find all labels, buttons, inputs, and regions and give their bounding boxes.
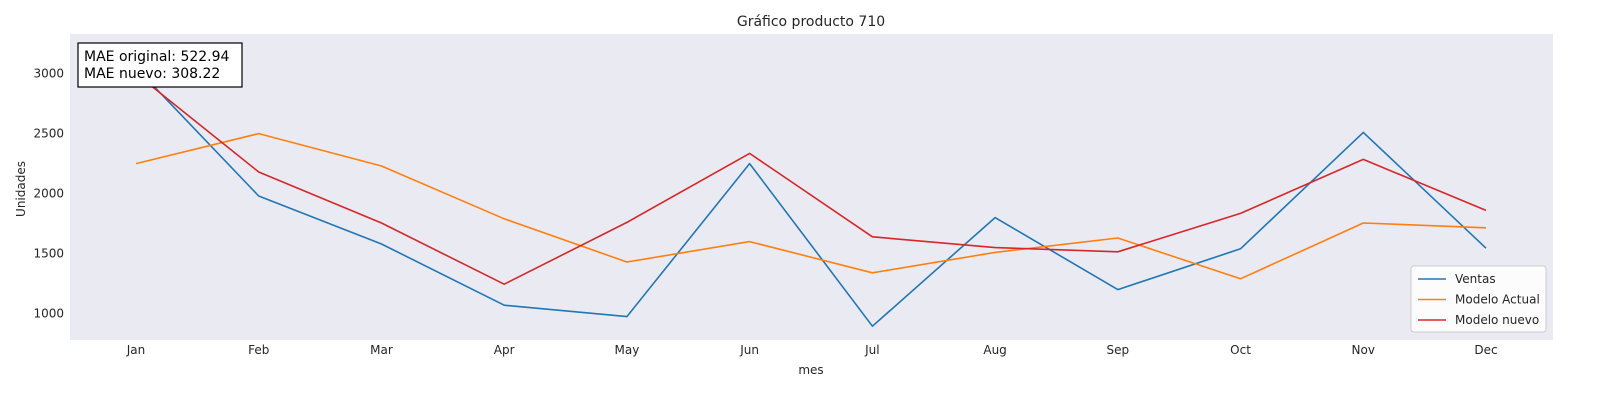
series-line-modelo-nuevo [135, 72, 1487, 286]
x-tick-label: Nov [1352, 343, 1375, 357]
x-tick-label: Dec [1474, 343, 1497, 357]
series-lines [135, 67, 1487, 328]
series-line-ventas [135, 67, 1487, 328]
legend-box [1410, 265, 1547, 333]
legend: Ventas Modelo Actual Modelo nuevo [1410, 265, 1547, 333]
x-tick-label: Oct [1230, 343, 1251, 357]
plot-area [70, 34, 1553, 340]
x-tick-label: Apr [494, 343, 515, 357]
x-tick-label: May [615, 343, 640, 357]
y-tick-label: 1000 [33, 307, 64, 321]
mae-nuevo-label: MAE nuevo: 308.22 [84, 66, 220, 82]
x-axis-title: mes [798, 363, 823, 377]
x-tick-label: Jun [739, 343, 759, 357]
x-tick-label: Mar [370, 343, 393, 357]
x-tick-label: Feb [248, 343, 269, 357]
x-axis: Jan Feb Mar Apr May Jun Jul Aug Sep Oct Nov Dec [126, 343, 1498, 357]
y-tick-label: 2500 [33, 127, 64, 141]
mae-annotation-box [77, 42, 243, 88]
y-axis: 1000 1500 2000 2500 3000 [33, 67, 64, 321]
legend-label: Ventas [1455, 272, 1496, 286]
legend-label: Modelo Actual [1455, 293, 1540, 307]
x-tick-label: Aug [983, 343, 1006, 357]
mae-original-label: MAE original: 522.94 [84, 49, 230, 65]
chart-title: Gráfico producto 710 [737, 14, 885, 30]
x-tick-label: Jul [864, 343, 879, 357]
series-line-modelo-actual [135, 132, 1487, 280]
mae-annotation: MAE original: 522.94 MAE nuevo: 308.22 [77, 42, 243, 88]
x-tick-label: Jan [126, 343, 146, 357]
y-tick-label: 1500 [33, 247, 64, 261]
legend-label: Modelo nuevo [1455, 313, 1539, 327]
x-tick-label: Sep [1107, 343, 1130, 357]
y-axis-title: Unidades [14, 161, 28, 217]
y-tick-label: 3000 [33, 67, 64, 81]
y-tick-label: 2000 [33, 187, 64, 201]
